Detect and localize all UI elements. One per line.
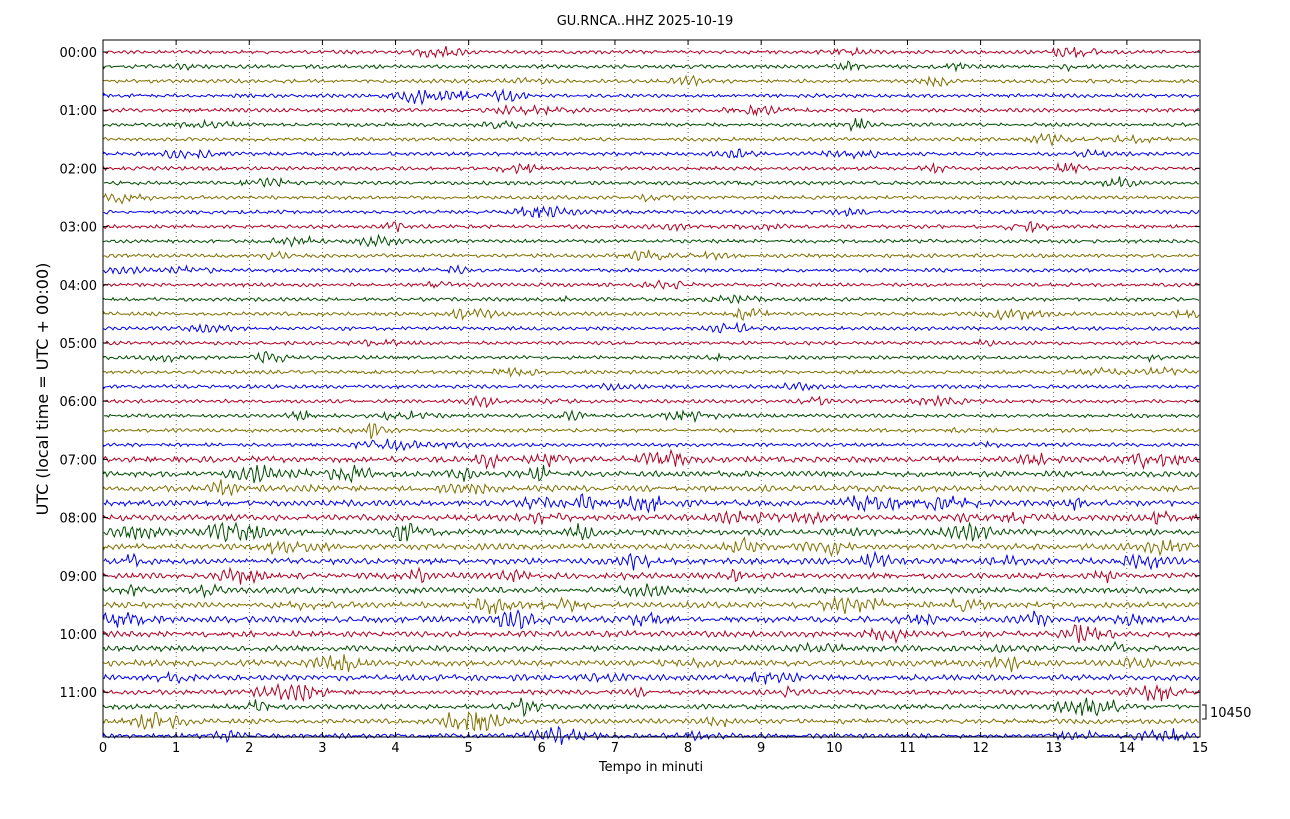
y-tick-label: 07:00	[60, 453, 97, 468]
seismic-trace	[103, 624, 1200, 645]
seismic-trace	[103, 88, 1200, 106]
seismic-trace	[103, 249, 1200, 262]
seismic-trace	[103, 192, 1200, 205]
y-tick-label: 06:00	[60, 395, 97, 410]
seismic-trace	[103, 233, 1200, 248]
seismic-trace	[103, 422, 1200, 440]
x-tick-label: 13	[1045, 741, 1062, 756]
seismic-trace	[103, 394, 1200, 409]
seismic-trace	[103, 583, 1200, 599]
y-tick-label: 04:00	[60, 279, 97, 294]
seismic-trace	[103, 337, 1200, 347]
x-tick-label: 0	[99, 741, 107, 756]
y-tick-label: 09:00	[60, 570, 97, 585]
seismic-trace	[103, 350, 1200, 364]
seismic-trace	[103, 74, 1200, 88]
seismic-trace	[103, 479, 1200, 496]
scale-bar-bracket	[1202, 704, 1207, 720]
seismic-trace	[103, 464, 1200, 484]
seismic-trace	[103, 682, 1200, 702]
seismic-trace	[103, 550, 1200, 571]
seismic-trace	[103, 448, 1200, 470]
seismic-trace	[103, 654, 1200, 673]
seismic-trace	[103, 263, 1200, 275]
seismic-trace	[103, 294, 1200, 305]
seismic-trace	[103, 640, 1200, 653]
y-tick-label: 05:00	[60, 337, 97, 352]
seismic-trace	[103, 596, 1200, 615]
traces	[103, 45, 1200, 745]
y-axis-ticks: 00:00 01:00 02:00 03:00 04:00 05:00 06:00 07:00…	[60, 46, 1200, 701]
seismic-trace	[103, 493, 1200, 514]
x-tick-label: 12	[972, 741, 989, 756]
seismic-trace	[103, 670, 1200, 685]
seismic-trace	[103, 220, 1200, 233]
seismic-trace	[103, 45, 1200, 59]
seismic-trace	[103, 521, 1200, 543]
seismic-trace	[103, 103, 1200, 117]
x-tick-label: 1	[172, 741, 180, 756]
seismic-trace	[103, 205, 1200, 218]
seismic-trace	[103, 609, 1200, 630]
seismic-trace	[103, 366, 1200, 378]
y-tick-label: 11:00	[60, 686, 97, 701]
x-tick-label: 7	[611, 741, 619, 756]
x-tick-label: 14	[1119, 741, 1136, 756]
x-axis-label: Tempo in minuti	[598, 760, 703, 775]
chart-title: GU.RNCA..HHZ 2025-10-19	[557, 14, 734, 29]
y-axis-label: UTC (local time = UTC + 00:00)	[33, 263, 52, 516]
seismic-trace	[103, 60, 1200, 73]
x-tick-label: 4	[391, 741, 399, 756]
y-tick-label: 03:00	[60, 221, 97, 236]
seismic-trace	[103, 148, 1200, 160]
y-tick-label: 10:00	[60, 628, 97, 643]
x-tick-label: 9	[757, 741, 765, 756]
seismic-trace	[103, 566, 1200, 585]
seismic-trace	[103, 536, 1200, 558]
scale-bar: 10450	[1202, 704, 1251, 721]
plot-frame	[102, 39, 1201, 738]
seismic-trace	[103, 321, 1200, 334]
seismic-trace	[103, 132, 1200, 147]
x-tick-label: 8	[684, 741, 692, 756]
x-tick-label: 15	[1192, 741, 1209, 756]
seismic-trace	[103, 710, 1200, 732]
seismic-trace	[103, 382, 1200, 392]
y-tick-label: 02:00	[60, 162, 97, 177]
x-tick-label: 3	[318, 741, 326, 756]
x-tick-label: 10	[826, 741, 843, 756]
seismic-trace	[103, 438, 1200, 452]
seismic-trace	[103, 176, 1200, 188]
seismic-trace	[103, 118, 1200, 133]
seismic-trace	[103, 697, 1200, 718]
seismic-trace	[103, 509, 1200, 526]
y-tick-label: 01:00	[60, 104, 97, 119]
x-tick-label: 5	[465, 741, 473, 756]
x-tick-label: 6	[538, 741, 546, 756]
y-tick-label: 00:00	[60, 46, 97, 61]
y-tick-label: 08:00	[60, 512, 97, 527]
scale-bar-label: 10450	[1210, 706, 1251, 721]
seismic-trace	[103, 725, 1200, 745]
seismic-trace	[103, 307, 1200, 322]
x-tick-label: 2	[245, 741, 253, 756]
seismic-trace	[103, 279, 1200, 290]
seismic-trace	[103, 409, 1200, 424]
x-tick-label: 11	[899, 741, 916, 756]
grid	[175, 40, 1128, 737]
x-axis-ticks: 0 1 2 3 4 5 6 7 8 9 10 11 12 13 14 15	[99, 40, 1208, 756]
seismic-trace	[103, 161, 1200, 175]
